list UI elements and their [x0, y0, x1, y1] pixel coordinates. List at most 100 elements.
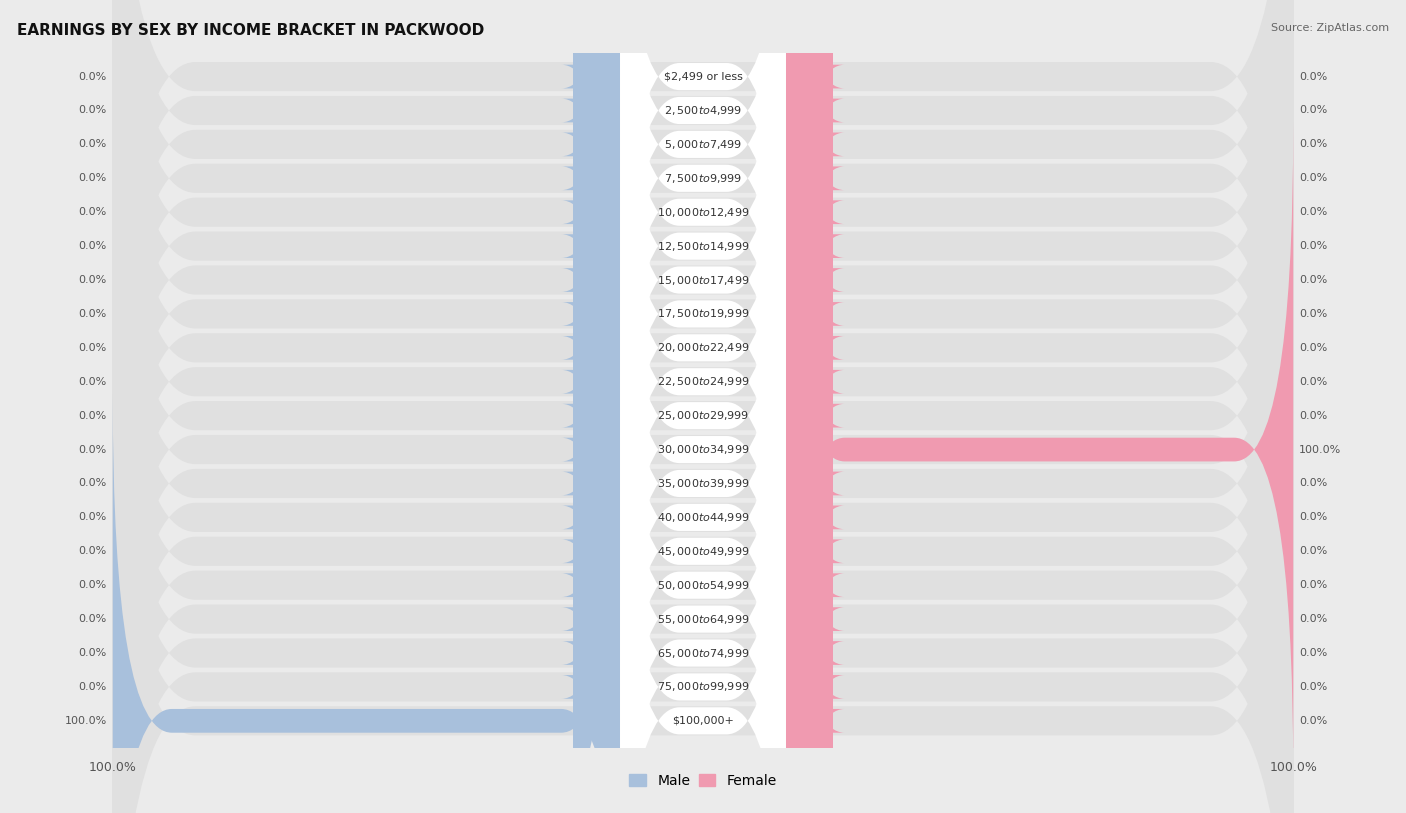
FancyBboxPatch shape [620, 0, 786, 470]
FancyBboxPatch shape [561, 0, 633, 404]
Text: $5,000 to $7,499: $5,000 to $7,499 [664, 138, 742, 151]
FancyBboxPatch shape [112, 0, 1294, 813]
FancyBboxPatch shape [773, 0, 845, 641]
Text: 0.0%: 0.0% [79, 309, 107, 319]
Text: 0.0%: 0.0% [1299, 173, 1327, 183]
FancyBboxPatch shape [773, 292, 845, 813]
FancyBboxPatch shape [112, 125, 1294, 813]
FancyBboxPatch shape [620, 22, 786, 673]
FancyBboxPatch shape [112, 0, 1294, 638]
Text: $55,000 to $64,999: $55,000 to $64,999 [657, 613, 749, 626]
Text: Source: ZipAtlas.com: Source: ZipAtlas.com [1271, 23, 1389, 33]
FancyBboxPatch shape [620, 328, 786, 813]
Text: 0.0%: 0.0% [79, 682, 107, 692]
Text: 0.0%: 0.0% [79, 275, 107, 285]
Text: 0.0%: 0.0% [79, 173, 107, 183]
FancyBboxPatch shape [620, 259, 786, 813]
FancyBboxPatch shape [620, 192, 786, 813]
FancyBboxPatch shape [561, 0, 633, 573]
Text: 0.0%: 0.0% [1299, 72, 1327, 81]
Text: 0.0%: 0.0% [79, 445, 107, 454]
Text: $30,000 to $34,999: $30,000 to $34,999 [657, 443, 749, 456]
FancyBboxPatch shape [773, 20, 845, 675]
FancyBboxPatch shape [773, 156, 845, 811]
Legend: Male, Female: Male, Female [624, 768, 782, 793]
FancyBboxPatch shape [561, 54, 633, 709]
Text: $40,000 to $44,999: $40,000 to $44,999 [657, 511, 749, 524]
Text: 0.0%: 0.0% [79, 411, 107, 420]
FancyBboxPatch shape [112, 91, 1294, 813]
Text: 0.0%: 0.0% [79, 139, 107, 150]
Text: $50,000 to $54,999: $50,000 to $54,999 [657, 579, 749, 592]
FancyBboxPatch shape [561, 0, 633, 641]
Text: 0.0%: 0.0% [1299, 546, 1327, 556]
FancyBboxPatch shape [620, 226, 786, 813]
FancyBboxPatch shape [773, 326, 845, 813]
FancyBboxPatch shape [112, 57, 1294, 813]
Text: $7,500 to $9,999: $7,500 to $9,999 [664, 172, 742, 185]
FancyBboxPatch shape [620, 395, 786, 813]
FancyBboxPatch shape [112, 393, 620, 813]
FancyBboxPatch shape [773, 190, 845, 813]
FancyBboxPatch shape [112, 0, 1294, 605]
FancyBboxPatch shape [112, 0, 1294, 813]
Text: 0.0%: 0.0% [79, 580, 107, 590]
FancyBboxPatch shape [620, 362, 786, 813]
FancyBboxPatch shape [561, 122, 633, 776]
Text: $2,500 to $4,999: $2,500 to $4,999 [664, 104, 742, 117]
FancyBboxPatch shape [112, 0, 1294, 672]
FancyBboxPatch shape [561, 359, 633, 813]
Text: 0.0%: 0.0% [79, 479, 107, 489]
Text: 0.0%: 0.0% [79, 343, 107, 353]
FancyBboxPatch shape [773, 0, 845, 404]
Text: $45,000 to $49,999: $45,000 to $49,999 [657, 545, 749, 558]
FancyBboxPatch shape [561, 258, 633, 813]
Text: 0.0%: 0.0% [1299, 479, 1327, 489]
FancyBboxPatch shape [620, 0, 786, 640]
Text: $25,000 to $29,999: $25,000 to $29,999 [657, 409, 749, 422]
Text: 0.0%: 0.0% [79, 106, 107, 115]
FancyBboxPatch shape [561, 0, 633, 607]
FancyBboxPatch shape [561, 0, 633, 437]
FancyBboxPatch shape [112, 0, 1294, 740]
FancyBboxPatch shape [112, 24, 1294, 813]
FancyBboxPatch shape [620, 124, 786, 775]
FancyBboxPatch shape [112, 261, 1294, 813]
FancyBboxPatch shape [561, 326, 633, 813]
FancyBboxPatch shape [773, 359, 845, 813]
FancyBboxPatch shape [773, 0, 845, 540]
FancyBboxPatch shape [620, 158, 786, 809]
Text: $100,000+: $100,000+ [672, 715, 734, 726]
Text: $17,500 to $19,999: $17,500 to $19,999 [657, 307, 749, 320]
FancyBboxPatch shape [620, 0, 786, 606]
FancyBboxPatch shape [773, 0, 845, 573]
Text: 0.0%: 0.0% [79, 207, 107, 217]
FancyBboxPatch shape [773, 0, 845, 506]
Text: 0.0%: 0.0% [79, 614, 107, 624]
Text: 0.0%: 0.0% [1299, 512, 1327, 523]
FancyBboxPatch shape [773, 0, 845, 607]
Text: 0.0%: 0.0% [79, 376, 107, 387]
FancyBboxPatch shape [620, 0, 786, 572]
Text: 0.0%: 0.0% [1299, 241, 1327, 251]
Text: $12,500 to $14,999: $12,500 to $14,999 [657, 240, 749, 253]
FancyBboxPatch shape [112, 0, 1294, 813]
FancyBboxPatch shape [773, 258, 845, 813]
Text: 0.0%: 0.0% [79, 546, 107, 556]
Text: 100.0%: 100.0% [65, 715, 107, 726]
FancyBboxPatch shape [773, 0, 845, 437]
Text: $2,499 or less: $2,499 or less [664, 72, 742, 81]
FancyBboxPatch shape [112, 227, 1294, 813]
Text: 0.0%: 0.0% [1299, 207, 1327, 217]
FancyBboxPatch shape [561, 292, 633, 813]
FancyBboxPatch shape [786, 122, 1294, 776]
Text: 100.0%: 100.0% [1299, 445, 1341, 454]
Text: 0.0%: 0.0% [1299, 580, 1327, 590]
FancyBboxPatch shape [620, 0, 786, 402]
Text: 0.0%: 0.0% [1299, 106, 1327, 115]
FancyBboxPatch shape [773, 0, 845, 472]
Text: 0.0%: 0.0% [1299, 275, 1327, 285]
FancyBboxPatch shape [561, 156, 633, 811]
FancyBboxPatch shape [620, 0, 786, 436]
FancyBboxPatch shape [620, 0, 786, 537]
